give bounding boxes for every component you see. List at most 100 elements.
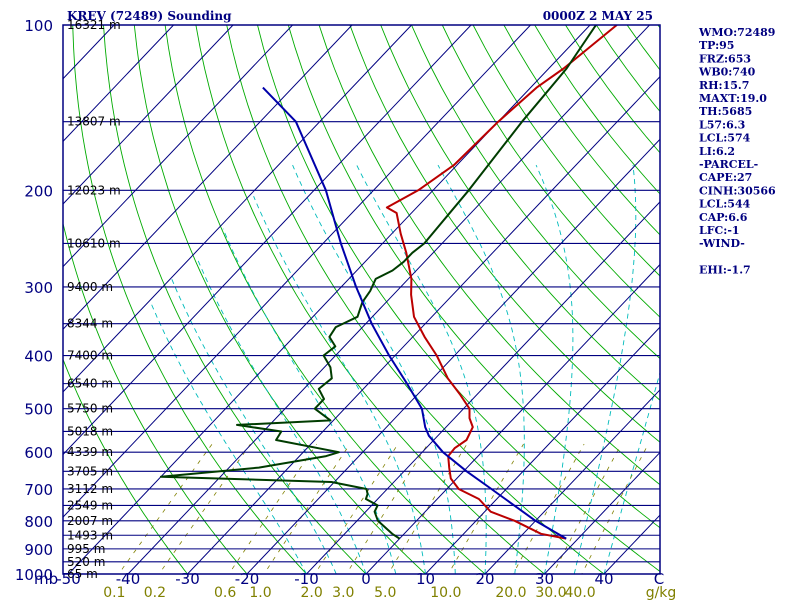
temperature-tick-label: -40: [116, 570, 141, 588]
pressure-unit-label: mb: [34, 570, 58, 588]
sounding-index-line: LI:6.2: [699, 145, 735, 158]
sounding-index-line: LFC:-1: [699, 224, 740, 237]
pressure-tick-label: 500: [24, 401, 53, 419]
mixing-ratio-tick-label: 0.2: [144, 585, 166, 600]
pressure-tick-label: 300: [24, 279, 53, 297]
sounding-index-line: L57:6.3: [699, 118, 745, 131]
chart-title-time: 0000Z 2 MAY 25: [543, 9, 653, 23]
isotherm: [544, 451, 660, 574]
pressure-tick-label: 700: [24, 481, 53, 499]
pressure-tick-label: 900: [24, 541, 53, 559]
mixing-ratio-line: [581, 443, 649, 574]
moist-adiabat: [196, 257, 367, 574]
temperature-tick-label: -30: [175, 570, 200, 588]
temperature-tick-label: 20: [475, 570, 494, 588]
temperature-tick-label: 0: [361, 570, 371, 588]
pressure-tick-label: 600: [24, 444, 53, 462]
temperature-tick-label: 30: [535, 570, 554, 588]
pressure-tick-label: 400: [24, 348, 53, 366]
temperature-trace: [385, 25, 618, 540]
sounding-index-line: WB0:740: [698, 66, 756, 79]
moist-adiabat: [222, 228, 397, 574]
height-label: 10610 m: [67, 236, 121, 250]
mixing-ratio-tick-label: 0.1: [103, 585, 125, 600]
moist-adiabat: [573, 165, 637, 574]
chart-grid: [63, 25, 660, 574]
isotherm: [63, 25, 531, 518]
pressure-tick-label: 1000: [15, 566, 53, 584]
height-label: 7400 m: [67, 349, 113, 363]
temperature-tick-label: -20: [235, 570, 260, 588]
isotherm: [63, 25, 412, 393]
height-label: 6540 m: [67, 377, 113, 391]
mixing-ratio-tick-label: 1.0: [249, 585, 271, 600]
mixing-ratio-line: [158, 443, 251, 574]
mixing-ratio-line: [228, 443, 317, 574]
moist-adiabat: [292, 164, 456, 574]
height-label: 4339 m: [67, 445, 113, 459]
mixing-ratio-tick-label: 5.0: [374, 585, 396, 600]
height-label: 9400 m: [67, 280, 113, 294]
height-label: 13807 m: [67, 115, 121, 129]
temperature-tick-label: 40: [594, 570, 613, 588]
mixing-ratio-tick-label: 2.0: [300, 585, 322, 600]
height-label: 16321 m: [67, 18, 121, 32]
sounding-index-line: RH:15.7: [699, 79, 749, 92]
isotherm: [484, 389, 660, 574]
temperature-unit-label: C: [654, 570, 664, 588]
moist-adiabat: [535, 164, 574, 574]
isotherm: [127, 25, 650, 574]
mixing-ratio-line: [512, 443, 585, 574]
mixing-ratio-line: [387, 443, 468, 574]
height-label: 5018 m: [67, 424, 113, 438]
height-label: 2549 m: [67, 498, 113, 512]
sounding-index-line: MAXT:19.0: [699, 92, 767, 105]
sounding-index-line: -PARCEL-: [699, 158, 758, 171]
pressure-tick-label: 100: [24, 17, 53, 35]
isotherm: [306, 201, 660, 574]
sounding-index-line: -WIND-: [699, 237, 745, 250]
sounding-index-line: WMO:72489: [698, 26, 775, 39]
sounding-index-line: TP:95: [699, 39, 734, 52]
mixing-ratio-tick-label: 0.6: [214, 585, 236, 600]
isotherm: [425, 326, 660, 574]
mixing-ratio-unit-label: g/kg: [646, 585, 677, 600]
mixing-ratio-tick-label: 30.0: [535, 585, 566, 600]
height-label: 520 m: [67, 555, 105, 569]
moist-adiabat: [603, 370, 660, 574]
height-label: 65 m: [67, 567, 98, 581]
moist-adiabat: [437, 164, 525, 574]
sounding-traces: [159, 25, 618, 540]
pressure-tick-label: 800: [24, 513, 53, 531]
chart-title-station: KREV (72489) Sounding: [67, 9, 232, 23]
mixing-ratio-line: [314, 443, 399, 574]
isotherm: [187, 75, 660, 574]
isotherm: [63, 25, 472, 456]
height-label: 3112 m: [67, 482, 113, 496]
sounding-index-line: CINH:30566: [699, 184, 776, 197]
height-label: 1493 m: [67, 528, 113, 542]
mixing-ratio-tick-label: 20.0: [495, 585, 526, 600]
height-label: 3705 m: [67, 464, 113, 478]
sounding-index-line: EHI:-1.7: [699, 264, 751, 277]
height-label: 5750 m: [67, 402, 113, 416]
dewpoint-trace: [159, 25, 597, 540]
sounding-index-line: LCL:574: [699, 132, 751, 145]
sounding-index-line: CAP:6.6: [699, 211, 748, 224]
height-label: 12023 m: [67, 183, 121, 197]
pressure-tick-label: 200: [24, 182, 53, 200]
isotherm: [63, 25, 174, 143]
temperature-tick-label: -50: [56, 570, 81, 588]
dry-adiabat: [63, 358, 189, 574]
height-label: 2007 m: [67, 514, 113, 528]
temperature-tick-label: 10: [416, 570, 435, 588]
mixing-ratio-tick-label: 3.0: [332, 585, 354, 600]
mixing-ratio-line: [263, 443, 351, 574]
mixing-ratio-line: [118, 443, 213, 574]
mixing-ratio-line: [346, 443, 429, 574]
isotherm: [63, 25, 293, 268]
sounding-index-line: CAPE:27: [699, 171, 752, 184]
mixing-ratio-tick-label: 10.0: [430, 585, 461, 600]
isotherm: [63, 25, 353, 330]
height-label: 995 m: [67, 542, 105, 556]
